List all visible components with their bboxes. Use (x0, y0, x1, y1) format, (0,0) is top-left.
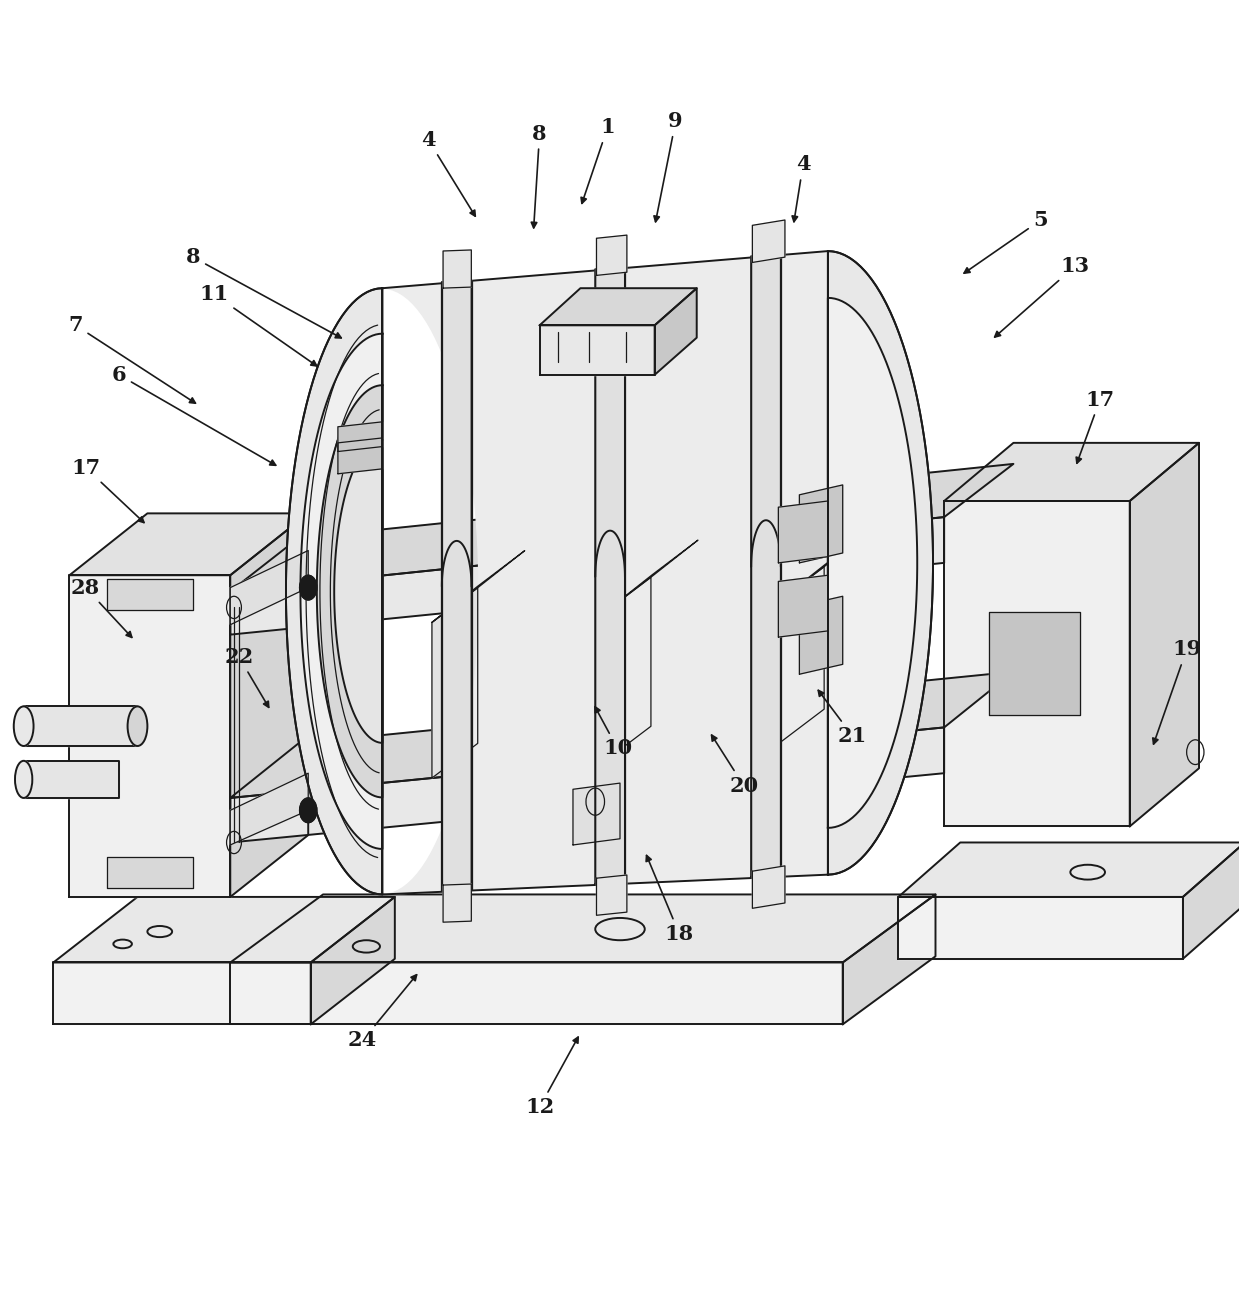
Polygon shape (231, 963, 843, 1025)
Text: 19: 19 (1153, 639, 1202, 744)
Polygon shape (800, 597, 843, 674)
Polygon shape (443, 250, 471, 289)
Polygon shape (1130, 443, 1199, 827)
Polygon shape (231, 774, 309, 845)
Text: 17: 17 (71, 458, 144, 523)
Polygon shape (828, 298, 918, 828)
Polygon shape (843, 894, 935, 1025)
Polygon shape (231, 894, 935, 963)
Text: 6: 6 (112, 365, 275, 466)
Polygon shape (441, 281, 471, 892)
Polygon shape (655, 289, 697, 375)
Polygon shape (107, 858, 193, 888)
Polygon shape (286, 289, 382, 894)
Text: 17: 17 (1076, 389, 1115, 463)
Polygon shape (69, 514, 309, 576)
Polygon shape (53, 897, 394, 963)
Polygon shape (751, 255, 781, 877)
Ellipse shape (15, 761, 32, 798)
Polygon shape (596, 875, 627, 915)
Polygon shape (24, 761, 119, 798)
Polygon shape (432, 587, 477, 778)
Polygon shape (53, 963, 311, 1025)
Polygon shape (596, 236, 627, 276)
Polygon shape (779, 567, 825, 744)
Polygon shape (24, 707, 138, 745)
Ellipse shape (14, 707, 33, 745)
Text: 20: 20 (712, 735, 759, 796)
Polygon shape (382, 251, 932, 894)
Text: 24: 24 (348, 974, 417, 1051)
Text: 11: 11 (200, 285, 316, 366)
Polygon shape (779, 576, 828, 637)
Text: 21: 21 (818, 690, 867, 747)
Text: 5: 5 (963, 210, 1048, 273)
Polygon shape (231, 672, 1013, 798)
Polygon shape (107, 578, 193, 609)
Polygon shape (595, 268, 625, 884)
Polygon shape (944, 443, 1199, 501)
Text: 10: 10 (595, 707, 632, 758)
Text: 18: 18 (646, 855, 694, 945)
Polygon shape (988, 612, 1080, 716)
Polygon shape (539, 289, 697, 325)
Ellipse shape (300, 576, 317, 600)
Text: 13: 13 (994, 256, 1090, 338)
Polygon shape (443, 884, 471, 923)
Polygon shape (432, 551, 525, 622)
Text: 8: 8 (186, 247, 341, 338)
Polygon shape (231, 727, 944, 842)
Polygon shape (231, 514, 309, 897)
Polygon shape (800, 485, 843, 563)
Text: 1: 1 (582, 118, 615, 203)
Polygon shape (1183, 842, 1240, 959)
Text: 8: 8 (531, 123, 547, 228)
Ellipse shape (300, 798, 317, 823)
Polygon shape (605, 540, 698, 612)
Polygon shape (317, 386, 382, 797)
Polygon shape (828, 251, 932, 875)
Text: 9: 9 (653, 111, 683, 221)
Polygon shape (539, 325, 655, 375)
Text: 4: 4 (420, 129, 475, 216)
Polygon shape (231, 550, 309, 625)
Polygon shape (231, 518, 944, 634)
Ellipse shape (128, 707, 148, 745)
Polygon shape (898, 897, 1183, 959)
Polygon shape (753, 220, 785, 263)
Polygon shape (231, 463, 1013, 591)
Polygon shape (944, 501, 1130, 827)
Text: 4: 4 (792, 154, 811, 221)
Polygon shape (311, 897, 394, 1025)
Text: 12: 12 (525, 1036, 578, 1117)
Text: 28: 28 (71, 577, 131, 638)
Text: 7: 7 (68, 316, 196, 404)
Polygon shape (339, 437, 382, 474)
Polygon shape (898, 842, 1240, 897)
Polygon shape (339, 422, 382, 452)
Polygon shape (335, 440, 382, 743)
Polygon shape (69, 576, 231, 897)
Polygon shape (779, 529, 872, 602)
Polygon shape (753, 866, 785, 908)
Text: 22: 22 (224, 647, 269, 708)
Polygon shape (300, 334, 382, 849)
Polygon shape (605, 577, 651, 761)
Polygon shape (779, 501, 828, 563)
Polygon shape (573, 783, 620, 845)
